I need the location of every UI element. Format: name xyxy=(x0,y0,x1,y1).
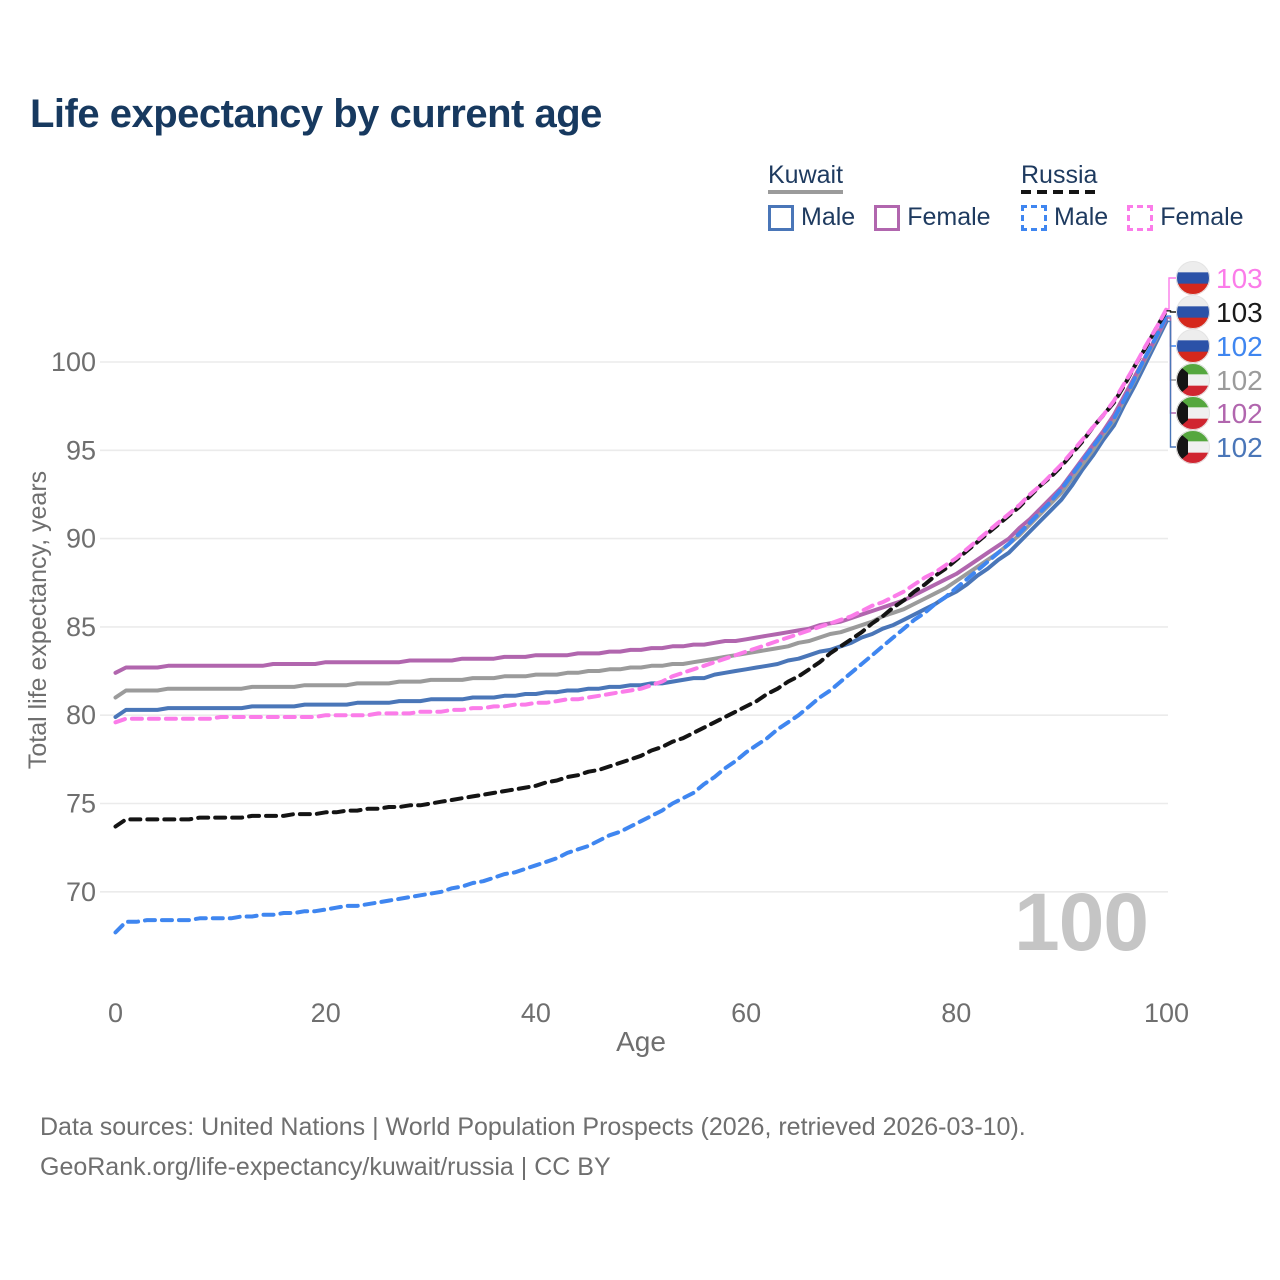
legend-group-kuwait: Kuwait Male Female xyxy=(768,161,991,232)
y-tick-label: 90 xyxy=(66,524,96,554)
series-line-russia xyxy=(113,308,1169,829)
footer-data-sources: Data sources: United Nations | World Pop… xyxy=(40,1113,1026,1141)
legend-swatch-icon xyxy=(1021,204,1047,231)
series-line-kuwait-male xyxy=(113,319,1169,719)
y-tick-label: 100 xyxy=(51,347,96,377)
y-axis-title: Total life expectancy, years xyxy=(24,471,52,769)
flag-icon-kuwait xyxy=(1176,396,1210,430)
series-line-russia-female xyxy=(113,307,1169,725)
x-tick-label: 0 xyxy=(108,998,123,1028)
end-value-label-russia-female: 103 xyxy=(1216,263,1263,294)
y-tick-label: 85 xyxy=(66,612,96,642)
flag-icon-russia xyxy=(1176,261,1210,295)
x-tick-label: 20 xyxy=(311,998,341,1028)
legend-swatch-icon xyxy=(768,204,794,231)
y-tick-label: 70 xyxy=(66,877,96,907)
legend-item-label: Female xyxy=(1160,203,1244,231)
leader-line-russia-female xyxy=(1166,277,1176,310)
end-value-label-kuwait-male: 102 xyxy=(1216,432,1263,463)
plot-area[interactable] xyxy=(100,300,1168,900)
legend-group-russia: Russia Male Female xyxy=(1021,161,1244,232)
leader-line-kuwait-male xyxy=(1166,320,1176,448)
end-value-label-russia-male: 102 xyxy=(1216,331,1263,362)
age-frame-watermark: 100 xyxy=(1014,877,1148,968)
flag-icon-kuwait xyxy=(1176,430,1210,464)
legend-group-line-sample xyxy=(1021,190,1098,194)
y-tick-label: 95 xyxy=(66,435,96,465)
x-tick-label: 60 xyxy=(731,998,761,1028)
legend-item-kuwait-male[interactable]: Male xyxy=(768,203,855,232)
x-axis-title: Age xyxy=(616,1026,666,1057)
end-value-label-kuwait-female: 102 xyxy=(1216,398,1263,429)
end-value-label-russia: 103 xyxy=(1216,297,1263,328)
legend-item-label: Male xyxy=(801,203,856,231)
end-value-label-kuwait: 102 xyxy=(1216,365,1263,396)
legend-item-label: Female xyxy=(907,203,991,231)
x-tick-label: 40 xyxy=(521,998,551,1028)
flag-icon-russia xyxy=(1176,329,1210,363)
leader-line-russia xyxy=(1166,310,1176,313)
flag-icon-kuwait xyxy=(1176,363,1210,397)
legend-group-line-sample xyxy=(768,190,844,194)
flag-icon-russia xyxy=(1176,295,1210,329)
legend-item-label: Male xyxy=(1054,203,1109,231)
series-line-kuwait-female xyxy=(113,315,1169,675)
legend-item-russia-male[interactable]: Male xyxy=(1021,203,1108,232)
series-line-russia-male xyxy=(113,314,1169,935)
legend-group-title[interactable]: Russia xyxy=(1021,161,1098,189)
legend-swatch-icon xyxy=(874,204,901,231)
legend-group-title[interactable]: Kuwait xyxy=(768,161,844,189)
legend-swatch-icon xyxy=(1127,204,1154,231)
y-tick-label: 75 xyxy=(66,789,96,819)
chart-title: Life expectancy by current age xyxy=(30,92,602,136)
legend-item-russia-female[interactable]: Female xyxy=(1127,203,1244,232)
y-tick-label: 80 xyxy=(66,700,96,730)
x-tick-label: 80 xyxy=(941,998,971,1028)
footer-attribution: GeoRank.org/life-expectancy/kuwait/russi… xyxy=(40,1153,611,1181)
x-tick-label: 100 xyxy=(1144,998,1189,1028)
chart-footer: Data sources: United Nations | World Pop… xyxy=(40,1107,1026,1187)
legend-item-kuwait-female[interactable]: Female xyxy=(874,203,991,232)
